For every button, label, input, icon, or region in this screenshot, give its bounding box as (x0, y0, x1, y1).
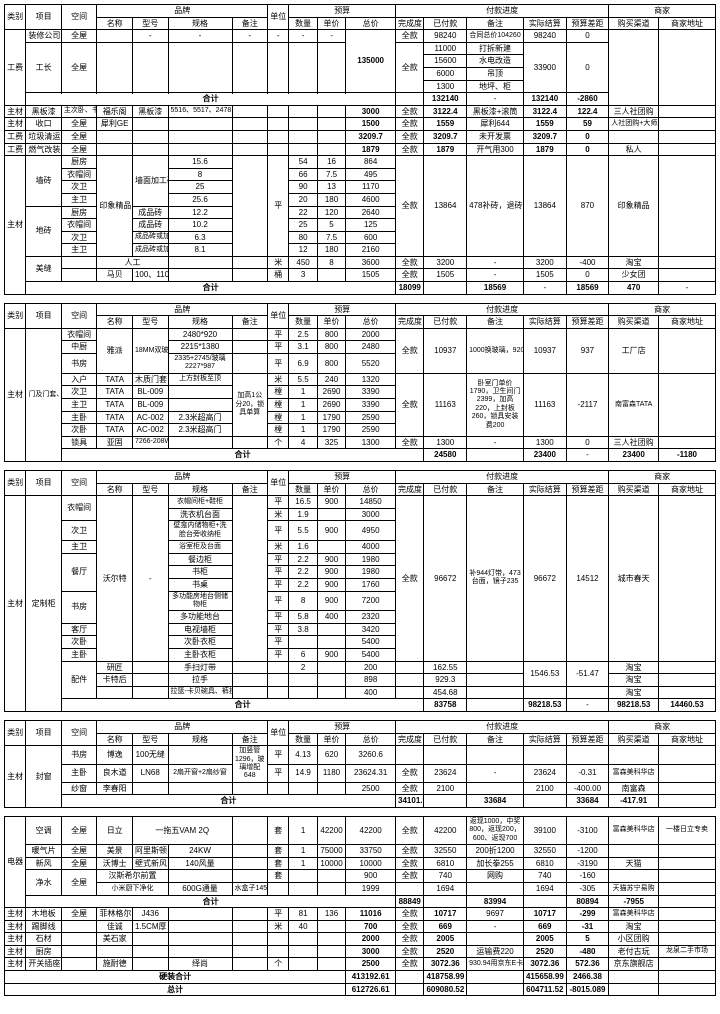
budget-table: 类别 项目 空间 品牌 单位 预算 付款进度 商家 名称型号规格备注 数量单价总… (4, 4, 716, 996)
header-row: 类别 项目 空间 品牌 单位 预算 付款进度 商家 (5, 5, 716, 18)
header-row-2: 名称型号规格备注 数量单价总价 完成度已付款备注实际结算预算差距 购买渠道商家地… (5, 17, 716, 30)
